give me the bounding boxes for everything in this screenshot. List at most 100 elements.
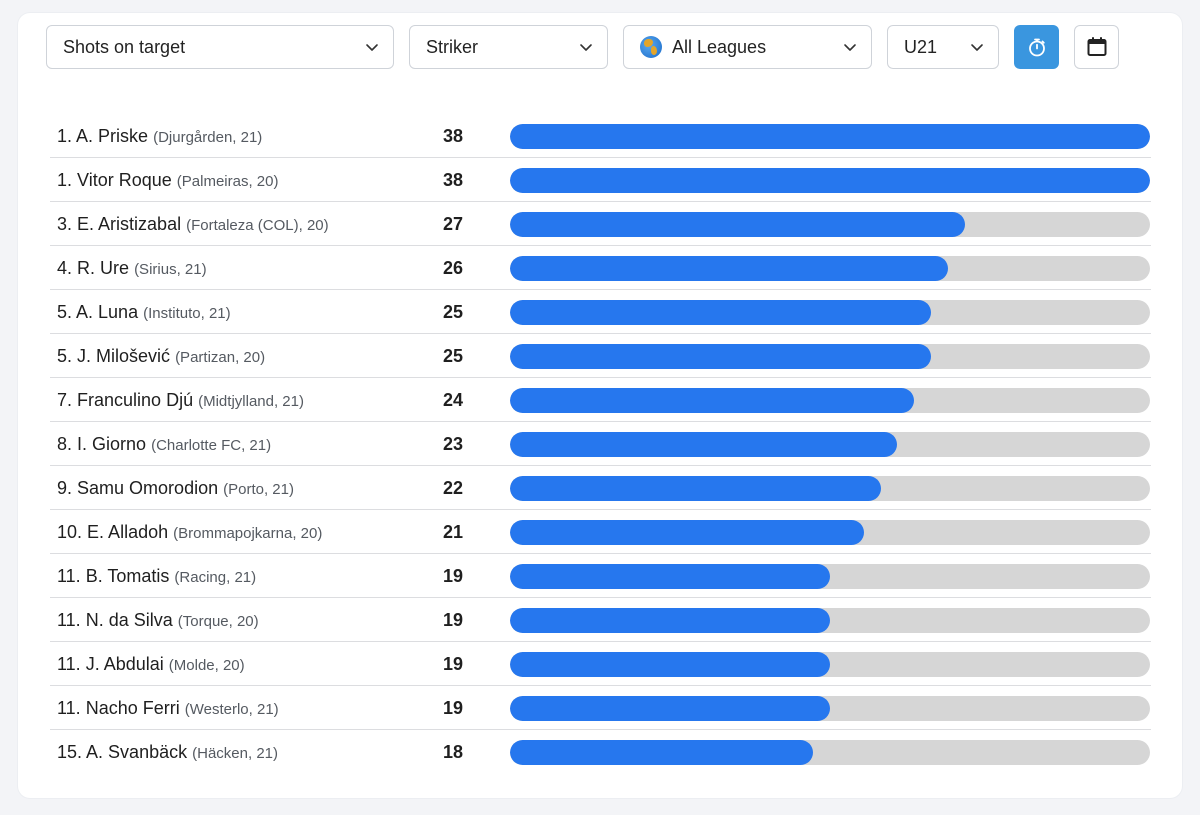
chevron-down-icon [971,44,983,51]
value-bar-fill [510,696,830,721]
globe-icon [640,36,662,58]
metric-dropdown-value: Shots on target [63,36,186,57]
player-row[interactable]: 11. N. da Silva (Torque, 20) 19 [50,598,1151,642]
player-club: (Porto, 21) [223,481,294,498]
value-bar-track [510,344,1150,369]
player-row[interactable]: 11. B. Tomatis (Racing, 21) 19 [50,554,1151,598]
chevron-down-icon [580,44,592,51]
position-dropdown[interactable]: Striker [409,25,608,69]
player-label: 4. R. Ure (Sirius, 21) [57,246,207,290]
value-bar-fill [510,432,898,457]
value-bar-track [510,432,1150,457]
player-row[interactable]: 15. A. Svanbäck (Häcken, 21) 18 [50,730,1151,774]
player-value: 38 [442,170,464,190]
player-label: 5. J. Milošević (Partizan, 20) [57,334,265,378]
player-row[interactable]: 1. Vitor Roque (Palmeiras, 20) 38 [50,158,1151,202]
player-row[interactable]: 5. A. Luna (Instituto, 21) 25 [50,290,1151,334]
player-row[interactable]: 11. Nacho Ferri (Westerlo, 21) 19 [50,686,1151,730]
player-rank: 3. [57,214,73,234]
player-row[interactable]: 4. R. Ure (Sirius, 21) 26 [50,246,1151,290]
player-row[interactable]: 8. I. Giorno (Charlotte FC, 21) 23 [50,422,1151,466]
player-club: (Racing, 21) [174,569,257,586]
player-club: (Partizan, 20) [175,349,266,366]
player-club: (Brommapojkarna, 20) [173,525,323,542]
player-club: (Charlotte FC, 21) [151,437,272,454]
player-value: 23 [442,434,464,454]
value-bar-fill [510,608,830,633]
player-name[interactable]: I. Giorno [77,434,147,454]
player-name[interactable]: B. Tomatis [85,566,170,586]
player-rank: 4. [57,258,73,278]
player-name[interactable]: Franculino Djú [77,390,194,410]
player-rank: 15. [57,742,83,762]
player-row[interactable]: 11. J. Abdulai (Molde, 20) 19 [50,642,1151,686]
player-row[interactable]: 10. E. Alladoh (Brommapojkarna, 20) 21 [50,510,1151,554]
filter-toolbar: Shots on target Striker All Leagues U21 [46,25,1119,69]
player-club: (Sirius, 21) [134,261,207,278]
player-name[interactable]: A. Svanbäck [86,742,188,762]
player-name[interactable]: E. Aristizabal [77,214,182,234]
player-name[interactable]: R. Ure [77,258,130,278]
player-row[interactable]: 5. J. Milošević (Partizan, 20) 25 [50,334,1151,378]
value-bar-track [510,740,1150,765]
player-name[interactable]: Samu Omorodion [77,478,219,498]
player-club: (Djurgården, 21) [153,129,263,146]
player-name[interactable]: Vitor Roque [77,170,172,190]
player-name[interactable]: J. Milošević [77,346,171,366]
league-dropdown-value: All Leagues [672,36,767,57]
chevron-down-icon [366,44,378,51]
value-bar-fill [510,740,814,765]
value-bar-track [510,476,1150,501]
player-value: 19 [442,566,464,586]
player-club: (Torque, 20) [177,613,259,630]
player-name[interactable]: J. Abdulai [85,654,164,674]
player-label: 11. Nacho Ferri (Westerlo, 21) [57,686,279,730]
player-row[interactable]: 9. Samu Omorodion (Porto, 21) 22 [50,466,1151,510]
player-rank: 9. [57,478,73,498]
value-bar-track [510,696,1150,721]
value-bar-fill [510,388,915,413]
value-bar-fill [510,124,1150,149]
player-value: 25 [442,302,464,322]
metric-dropdown[interactable]: Shots on target [46,25,394,69]
player-value: 27 [442,214,464,234]
player-value: 19 [442,698,464,718]
player-rank: 10. [57,522,83,542]
value-bar-fill [510,344,932,369]
player-club: (Häcken, 21) [192,745,278,762]
player-row[interactable]: 7. Franculino Djú (Midtjylland, 21) 24 [50,378,1151,422]
player-label: 11. N. da Silva (Torque, 20) [57,598,259,642]
player-row[interactable]: 1. A. Priske (Djurgården, 21) 38 [50,114,1151,158]
player-value: 19 [442,654,464,674]
player-label: 7. Franculino Djú (Midtjylland, 21) [57,378,304,422]
timer-button[interactable] [1014,25,1059,69]
value-bar-fill [510,256,948,281]
player-rank: 11. [57,566,81,586]
player-value: 18 [442,742,464,762]
player-row[interactable]: 3. E. Aristizabal (Fortaleza (COL), 20) 2… [50,202,1151,246]
player-label: 15. A. Svanbäck (Häcken, 21) [57,730,278,774]
stopwatch-icon [1028,38,1045,57]
player-name[interactable]: A. Luna [76,302,139,322]
player-value: 24 [442,390,464,410]
calendar-button[interactable] [1074,25,1119,69]
player-ranking-list: 1. A. Priske (Djurgården, 21) 38 1. Vitor … [50,114,1151,774]
value-bar-track [510,300,1150,325]
player-club: (Westerlo, 21) [184,701,279,718]
age-dropdown[interactable]: U21 [887,25,999,69]
player-label: 10. E. Alladoh (Brommapojkarna, 20) [57,510,322,554]
player-label: 1. A. Priske (Djurgården, 21) [57,114,262,158]
player-label: 3. E. Aristizabal (Fortaleza (COL), 20) [57,202,329,246]
player-label: 11. J. Abdulai (Molde, 20) [57,642,245,686]
player-value: 19 [442,610,464,630]
player-rank: 7. [57,390,73,410]
player-rank: 11. [57,654,81,674]
player-name[interactable]: E. Alladoh [87,522,169,542]
league-dropdown[interactable]: All Leagues [623,25,872,69]
player-name[interactable]: N. da Silva [85,610,173,630]
player-rank: 1. [57,126,73,146]
value-bar-fill [510,564,830,589]
player-name[interactable]: Nacho Ferri [85,698,180,718]
player-label: 5. A. Luna (Instituto, 21) [57,290,231,334]
player-name[interactable]: A. Priske [76,126,149,146]
